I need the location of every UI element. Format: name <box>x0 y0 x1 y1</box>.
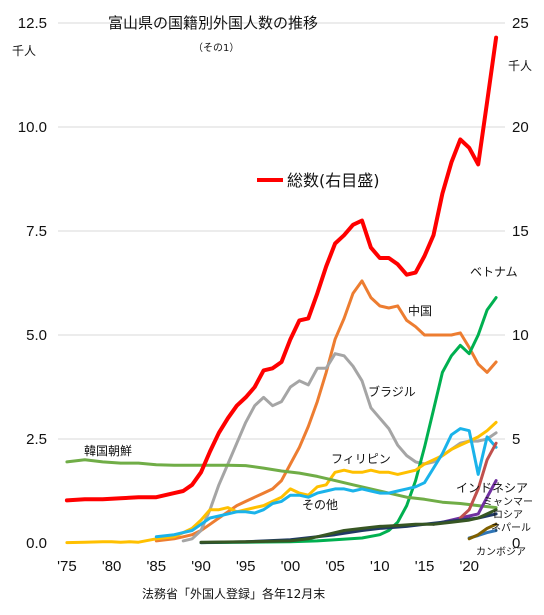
x-tick-label: '80 <box>102 558 122 575</box>
x-tick-label: '95 <box>236 558 256 575</box>
right-tick-label: 15 <box>512 223 529 240</box>
series-line-ミャンマー <box>458 441 498 520</box>
series-label: カンボジア <box>476 546 526 558</box>
right-tick-label: 20 <box>512 119 529 136</box>
series-line-韓国朝鮮 <box>65 458 498 510</box>
series-line-その他 <box>154 427 498 539</box>
series-lines <box>64 35 499 545</box>
series-label: ロシア <box>493 510 523 521</box>
x-tick-label: '75 <box>57 558 77 575</box>
series-label: ブラジル <box>368 384 416 399</box>
x-tick-label: '05 <box>325 558 345 575</box>
left-axis-unit: 千人 <box>12 44 36 58</box>
left-tick-label: 10.0 <box>18 119 47 136</box>
series-label: 中国 <box>408 303 432 318</box>
x-axis-ticks: '75 '80 '85 '90 '95 '00 '05 '10 '15 '20 <box>57 558 479 575</box>
series-line-総数(右目盛) <box>64 35 499 503</box>
right-tick-label: 5 <box>512 431 520 448</box>
left-tick-label: 0.0 <box>26 535 47 552</box>
left-axis-ticks: 0.0 2.5 5.0 7.5 10.0 12.5 <box>18 15 47 552</box>
x-tick-label: '00 <box>281 558 301 575</box>
series-label: フィリピン <box>331 452 391 466</box>
series-label: ベトナム <box>470 265 518 279</box>
right-tick-label: 0 <box>512 535 520 552</box>
series-label: 韓国朝鮮 <box>84 444 132 458</box>
series-line-フィリピン <box>65 420 498 545</box>
right-tick-label: 25 <box>512 15 529 32</box>
series-line-ネパール2 <box>467 522 498 541</box>
series-label: その他 <box>302 498 338 512</box>
legend: 総数(右目盛) <box>257 171 380 190</box>
series-line-ベトナム <box>199 296 498 545</box>
left-tick-label: 7.5 <box>26 223 47 240</box>
right-axis-ticks: 0 5 10 15 20 25 <box>512 15 529 552</box>
left-tick-label: 12.5 <box>18 15 47 32</box>
left-tick-label: 2.5 <box>26 431 47 448</box>
x-tick-label: '85 <box>147 558 167 575</box>
chart-title: 富山県の国籍別外国人数の推移 <box>108 14 318 32</box>
source-note: 法務省「外国人登録」各年12月末 <box>142 586 325 601</box>
chart-subtitle: （その1） <box>193 42 239 54</box>
x-tick-label: '10 <box>370 558 390 575</box>
left-tick-label: 5.0 <box>26 327 47 344</box>
x-tick-label: '15 <box>415 558 435 575</box>
x-tick-label: '20 <box>459 558 479 575</box>
series-label: ネパール <box>491 522 531 534</box>
gridlines <box>58 22 505 440</box>
right-tick-label: 10 <box>512 327 529 344</box>
series-label: インドネシア <box>456 481 528 495</box>
legend-label-total: 総数(右目盛) <box>287 171 380 190</box>
x-tick-label: '90 <box>191 558 211 575</box>
series-label: ミャンマー <box>483 497 533 508</box>
series-line-ネパール <box>199 508 498 544</box>
right-axis-unit: 千人 <box>508 59 532 73</box>
